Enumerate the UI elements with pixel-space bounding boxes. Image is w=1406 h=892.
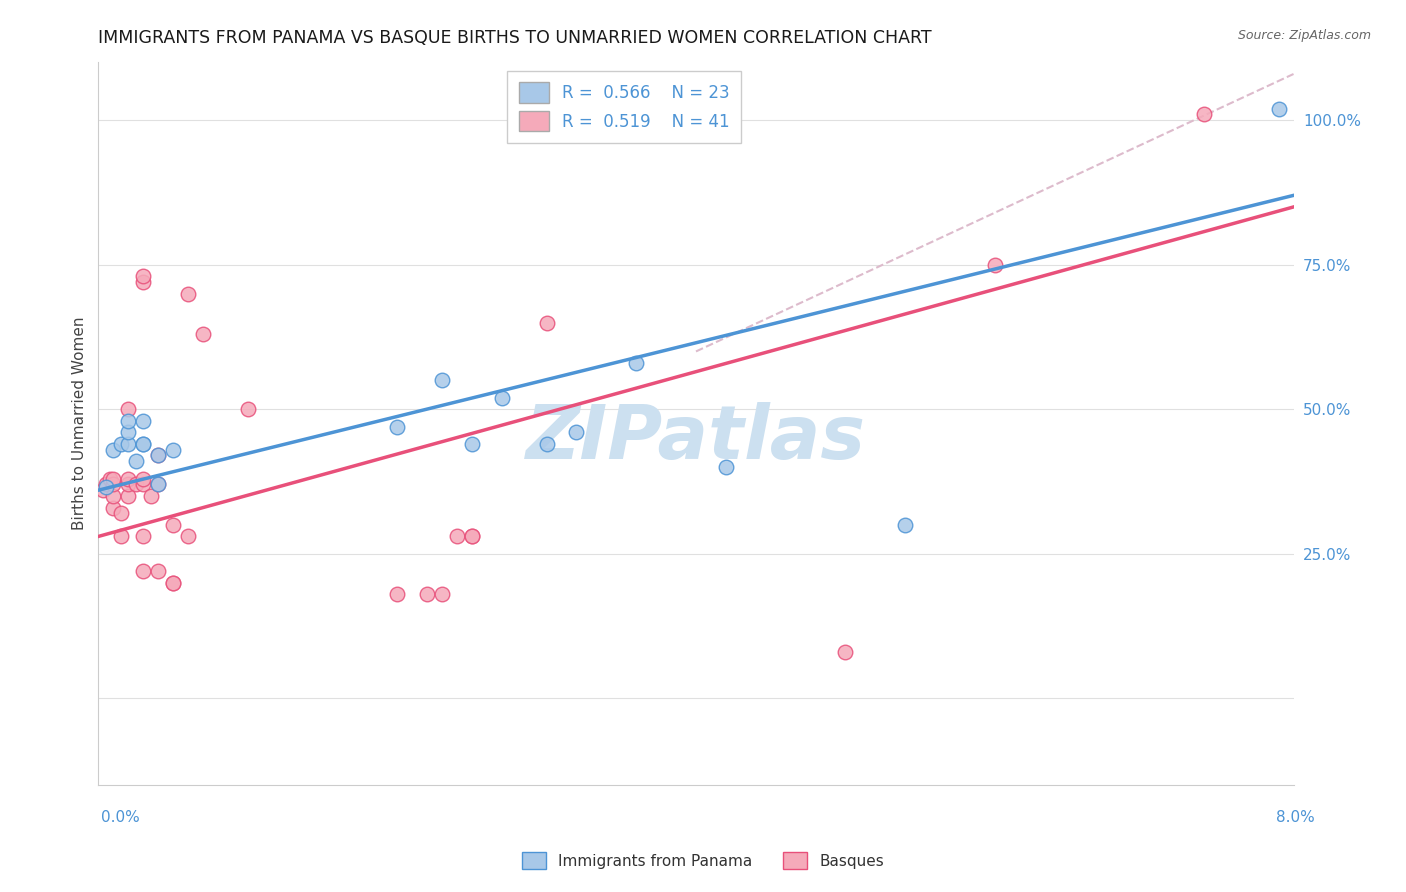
- Point: [117, 414, 139, 428]
- Point: [148, 477, 170, 491]
- Point: [103, 500, 125, 515]
- Point: [117, 472, 139, 486]
- Point: [94, 477, 117, 491]
- Point: [117, 489, 139, 503]
- Point: [132, 529, 155, 543]
- Point: [162, 575, 184, 590]
- Point: [132, 269, 155, 284]
- Text: IMMIGRANTS FROM PANAMA VS BASQUE BIRTHS TO UNMARRIED WOMEN CORRELATION CHART: IMMIGRANTS FROM PANAMA VS BASQUE BIRTHS …: [98, 29, 932, 47]
- Point: [461, 437, 484, 451]
- Point: [162, 575, 184, 590]
- Point: [132, 437, 155, 451]
- Point: [132, 472, 155, 486]
- Point: [461, 529, 484, 543]
- Point: [110, 437, 132, 451]
- Point: [103, 489, 125, 503]
- Legend: R =  0.566    N = 23, R =  0.519    N = 41: R = 0.566 N = 23, R = 0.519 N = 41: [508, 70, 741, 143]
- Point: [117, 425, 139, 440]
- Point: [132, 275, 155, 289]
- Point: [162, 517, 184, 532]
- Point: [446, 529, 468, 543]
- Point: [536, 437, 558, 451]
- Point: [177, 286, 200, 301]
- Point: [565, 425, 588, 440]
- Point: [714, 460, 737, 475]
- Point: [103, 442, 125, 457]
- Point: [834, 645, 856, 659]
- Point: [984, 258, 1007, 272]
- Point: [91, 483, 114, 498]
- Point: [139, 489, 162, 503]
- Point: [117, 402, 139, 417]
- Point: [117, 437, 139, 451]
- Point: [416, 587, 439, 601]
- Point: [103, 477, 125, 491]
- Point: [98, 472, 122, 486]
- Point: [177, 529, 200, 543]
- Point: [148, 449, 170, 463]
- Point: [430, 587, 453, 601]
- Point: [894, 517, 917, 532]
- Point: [236, 402, 259, 417]
- Text: ZIPatlas: ZIPatlas: [526, 401, 866, 475]
- Point: [117, 477, 139, 491]
- Point: [148, 477, 170, 491]
- Point: [626, 356, 648, 370]
- Point: [103, 472, 125, 486]
- Y-axis label: Births to Unmarried Women: Births to Unmarried Women: [72, 317, 87, 531]
- Point: [132, 437, 155, 451]
- Point: [110, 506, 132, 520]
- Point: [191, 327, 214, 342]
- Text: 8.0%: 8.0%: [1275, 810, 1315, 825]
- Point: [1267, 102, 1289, 116]
- Point: [132, 477, 155, 491]
- Point: [132, 564, 155, 578]
- Point: [110, 529, 132, 543]
- Point: [1192, 107, 1215, 121]
- Point: [132, 414, 155, 428]
- Text: 0.0%: 0.0%: [101, 810, 141, 825]
- Point: [536, 316, 558, 330]
- Point: [430, 373, 453, 387]
- Point: [461, 529, 484, 543]
- Point: [162, 442, 184, 457]
- Point: [125, 454, 148, 468]
- Point: [148, 449, 170, 463]
- Point: [125, 477, 148, 491]
- Point: [385, 587, 409, 601]
- Point: [148, 564, 170, 578]
- Point: [491, 391, 513, 405]
- Legend: Immigrants from Panama, Basques: Immigrants from Panama, Basques: [516, 846, 890, 875]
- Text: Source: ZipAtlas.com: Source: ZipAtlas.com: [1237, 29, 1371, 42]
- Point: [385, 419, 409, 434]
- Point: [94, 480, 117, 494]
